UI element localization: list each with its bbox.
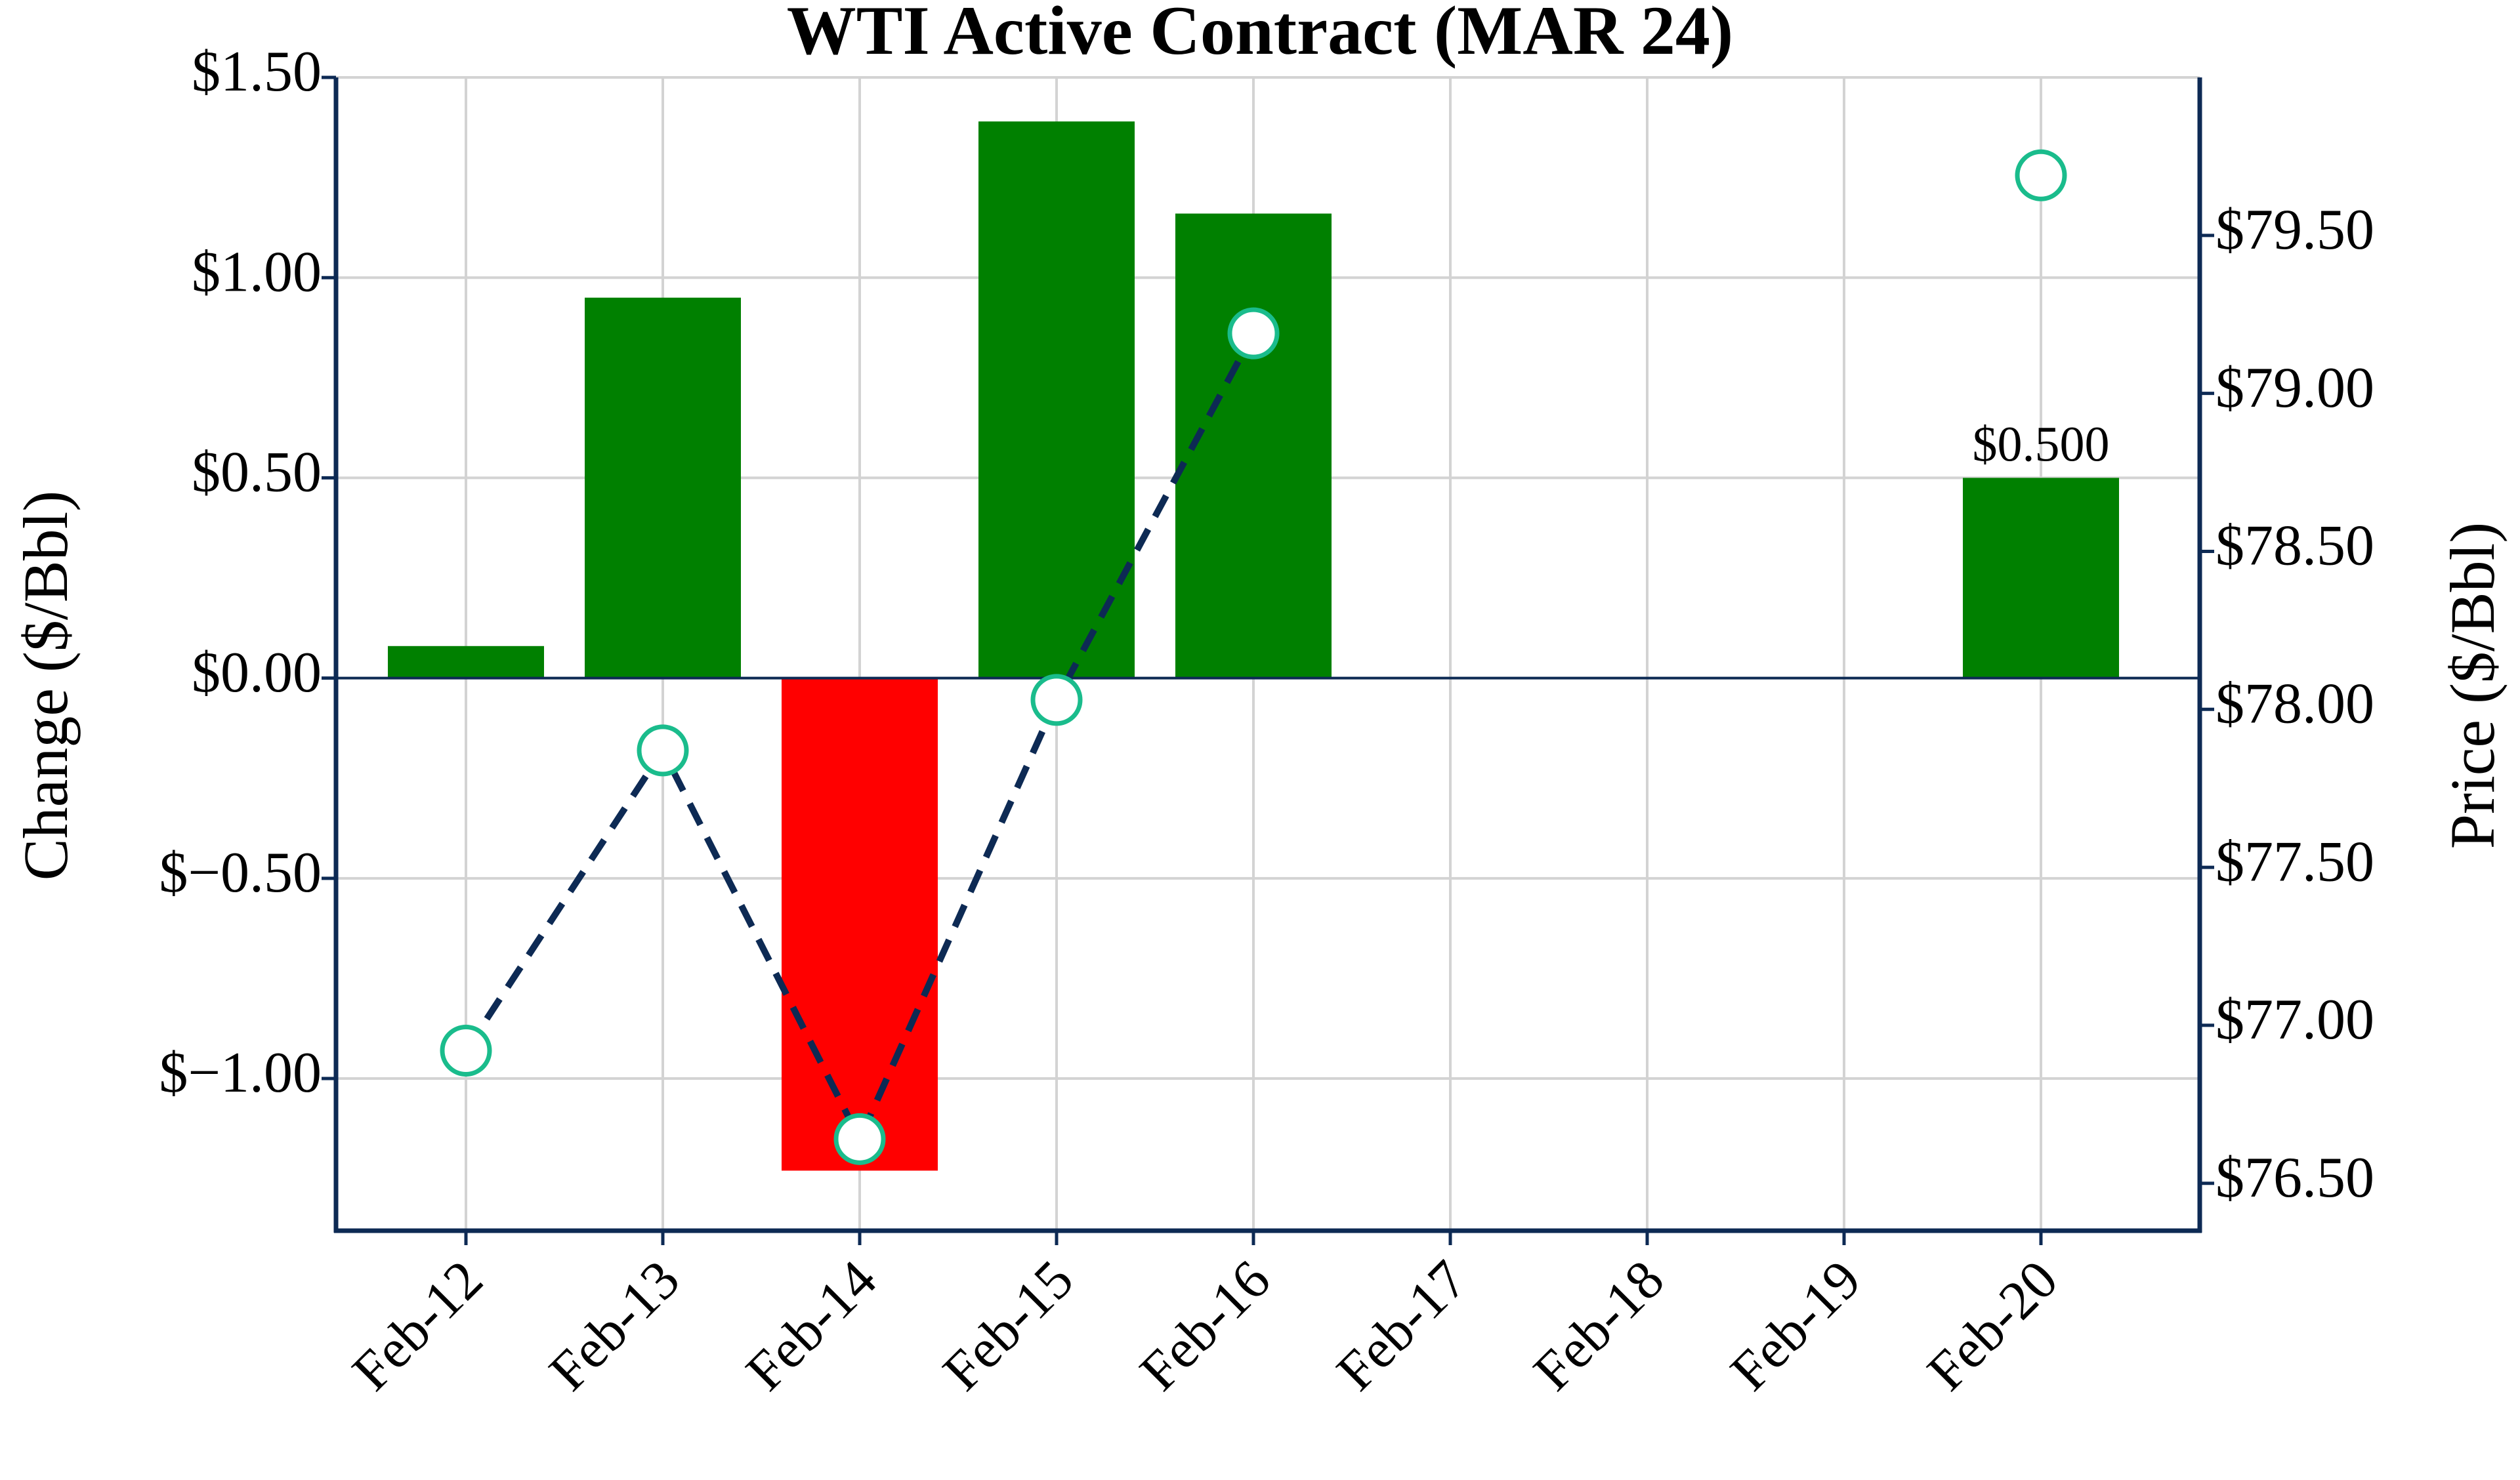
y-tick-right-label: $79.50 (2216, 198, 2374, 262)
y-tick-right-label: $78.00 (2216, 672, 2374, 735)
y-tick-left-label: $−0.50 (159, 841, 322, 905)
bar-feb-16 (1175, 213, 1332, 678)
data-label-feb-20: $0.500 (1973, 417, 2110, 472)
y-tick-right-label: $76.50 (2216, 1146, 2374, 1210)
x-tick-label: Feb-12 (341, 1249, 494, 1403)
price-marker-feb-14 (833, 1113, 886, 1165)
y-tick-right-label: $77.50 (2216, 830, 2374, 894)
axes (322, 75, 2214, 1245)
y-tick-right-label: $78.50 (2216, 514, 2374, 578)
bar-feb-12 (388, 646, 544, 678)
bar-feb-15 (978, 121, 1135, 678)
x-tick-label: Feb-16 (1128, 1249, 1282, 1403)
x-tick-label: Feb-20 (1916, 1249, 2069, 1403)
bar-feb-14 (782, 678, 938, 1171)
x-tick-label: Feb-17 (1325, 1249, 1479, 1403)
y-tick-left-label: $0.50 (192, 441, 322, 504)
x-tick-label: Feb-14 (734, 1249, 888, 1403)
data-labels: $0.500 (1973, 417, 2110, 472)
bar-feb-13 (585, 297, 741, 678)
y-axis-title-right: Price ($/Bbl) (2437, 522, 2508, 850)
y-tick-right-label: $79.00 (2216, 356, 2374, 420)
x-tick-label: Feb-13 (537, 1249, 691, 1403)
price-marker-feb-12 (440, 1024, 492, 1077)
price-marker-feb-15 (1030, 674, 1083, 726)
bar-feb-20 (1963, 478, 2119, 678)
price-marker-feb-20 (2015, 149, 2067, 201)
y-tick-left-label: $0.00 (192, 641, 322, 705)
chart-title: WTI Active Contract (MAR 24) (787, 0, 1733, 69)
y-tick-left-label: $−1.00 (159, 1041, 322, 1105)
price-line-series (463, 331, 1257, 1143)
x-tick-label: Feb-15 (931, 1249, 1085, 1403)
price-markers (440, 149, 2067, 1165)
bar-series (388, 121, 2119, 1171)
x-tick-label: Feb-19 (1719, 1249, 1872, 1403)
y-tick-right-label: $77.00 (2216, 988, 2374, 1052)
price-marker-feb-13 (637, 724, 689, 777)
y-tick-left-label: $1.50 (192, 40, 322, 104)
y-axis-title-left: Change ($/Bbl) (10, 491, 81, 881)
y-tick-left-label: $1.00 (192, 240, 322, 304)
price-line-segment (463, 331, 1257, 1143)
x-tick-label: Feb-18 (1522, 1249, 1675, 1403)
price-marker-feb-16 (1227, 307, 1280, 360)
